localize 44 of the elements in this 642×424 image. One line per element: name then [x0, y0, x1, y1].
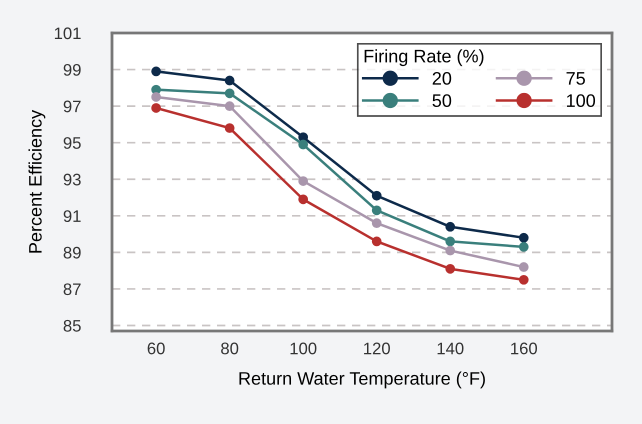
point — [518, 242, 529, 252]
x-tick-label: 60 — [148, 342, 165, 354]
legend-label: 75 — [566, 72, 585, 85]
y-tick-label: 89 — [64, 246, 81, 259]
point — [445, 236, 456, 246]
y-tick-label: 95 — [64, 137, 81, 149]
y-axis-title: Percent Efficiency — [28, 110, 46, 253]
legend-label: 100 — [567, 94, 596, 108]
y-tick-label: 99 — [64, 64, 81, 76]
point — [298, 140, 308, 150]
point — [298, 194, 308, 204]
point — [151, 103, 161, 113]
x-tick-label: 80 — [221, 342, 238, 354]
y-tick-label: 91 — [64, 210, 81, 222]
point — [445, 246, 456, 256]
point — [518, 232, 529, 243]
point — [224, 76, 235, 86]
y-tick-label: 87 — [64, 283, 81, 296]
y-tick-label: 97 — [64, 100, 81, 112]
point — [518, 262, 529, 272]
point — [372, 190, 382, 201]
point — [445, 264, 456, 274]
x-tick-label: 160 — [511, 342, 538, 354]
point — [372, 205, 382, 216]
x-tick-label: 140 — [438, 342, 464, 354]
legend-title: Firing Rate (%) — [364, 49, 484, 66]
x-tick-label: 120 — [364, 342, 390, 354]
point — [224, 88, 235, 98]
point — [372, 218, 382, 228]
y-tick-label: 85 — [64, 320, 81, 332]
point — [224, 123, 235, 133]
point — [224, 101, 235, 111]
point — [298, 176, 308, 186]
x-tick-label: 100 — [290, 342, 316, 354]
legend-label: 50 — [432, 94, 452, 108]
y-tick-label: 93 — [64, 174, 81, 186]
y-tick-label: 101 — [54, 27, 81, 40]
point — [151, 92, 161, 102]
x-axis-title: Return Water Temperature (°F) — [239, 372, 485, 388]
point — [151, 66, 161, 76]
legend-label: 20 — [432, 72, 452, 85]
point — [445, 222, 456, 232]
point — [372, 236, 382, 246]
point — [518, 274, 529, 285]
